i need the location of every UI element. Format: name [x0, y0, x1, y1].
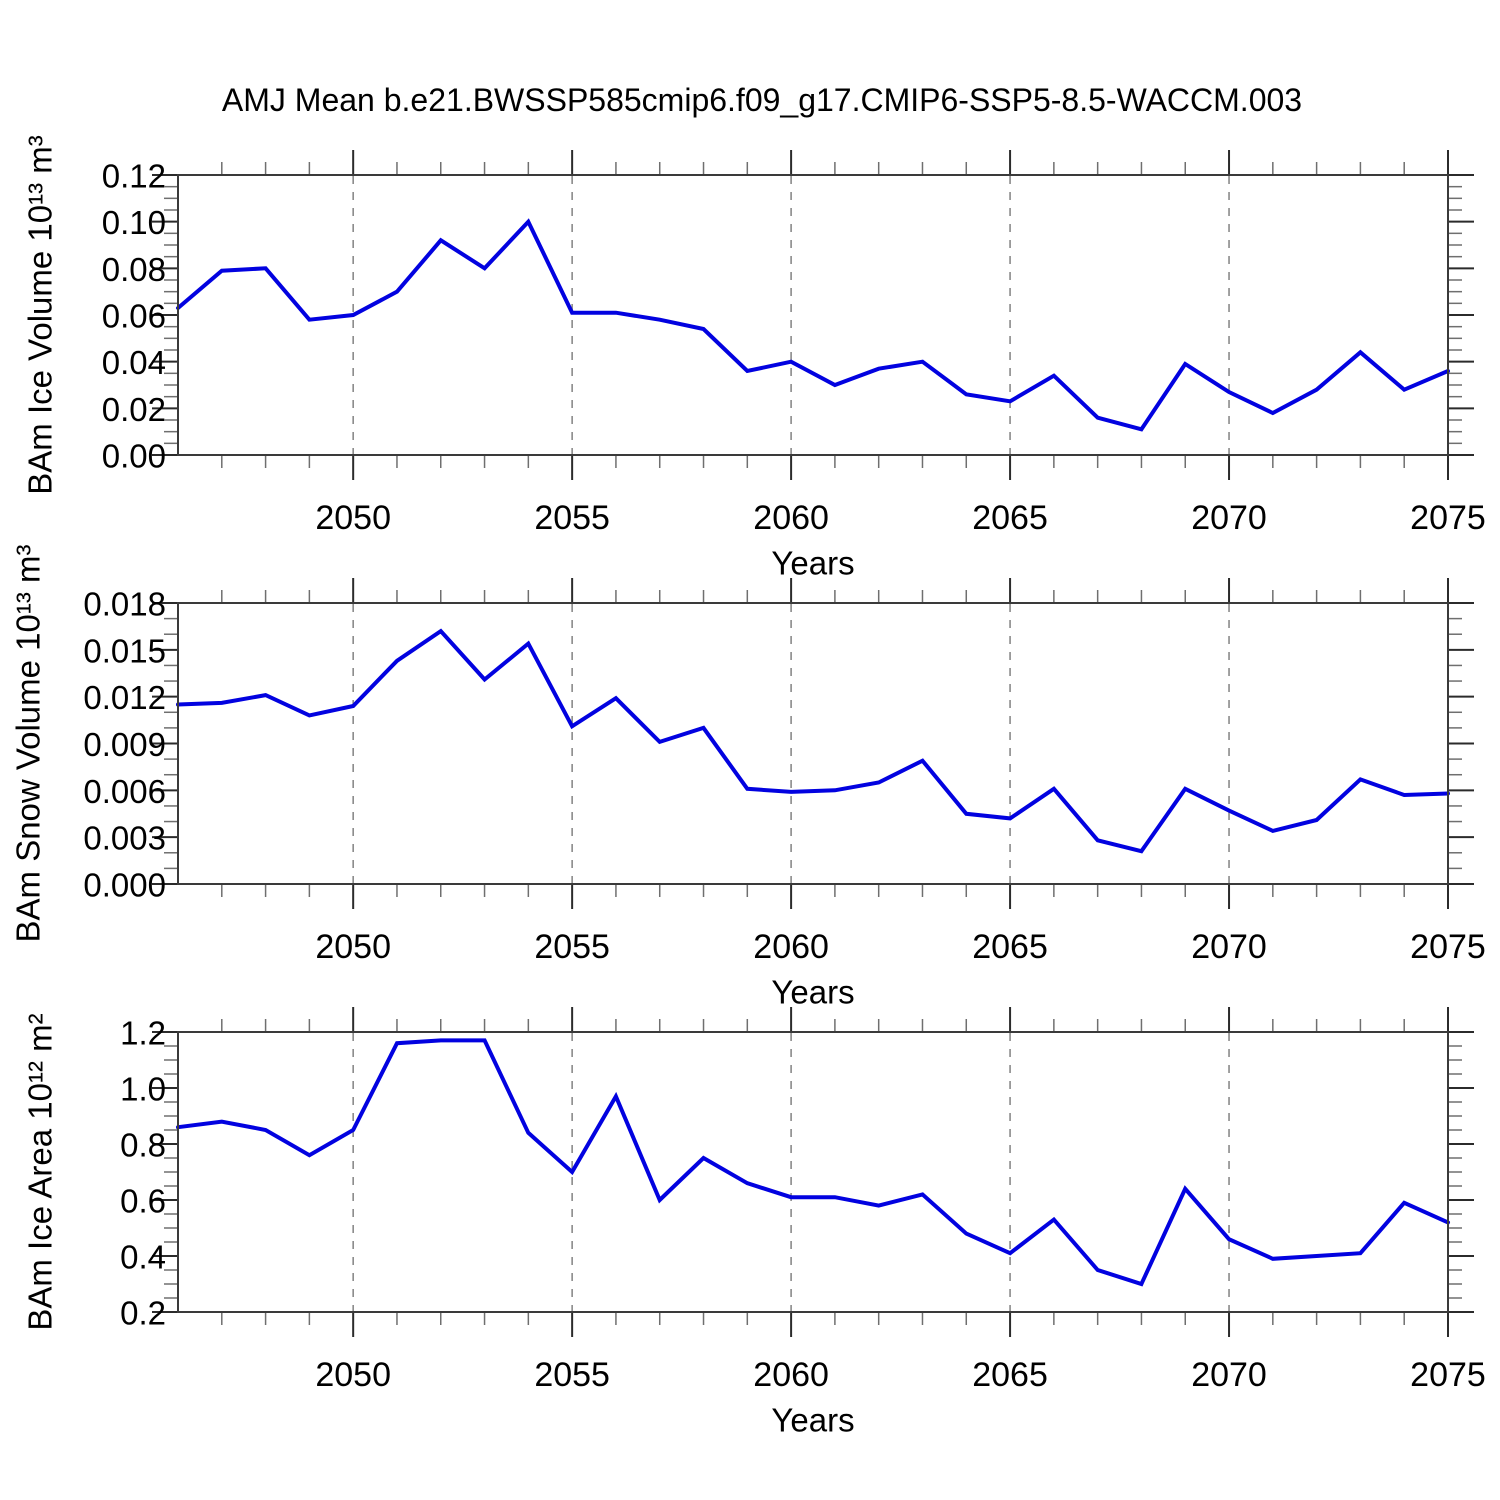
x-tick-label: 2060: [753, 1356, 829, 1394]
y-tick-label: 0.018: [83, 586, 166, 623]
chart-title: AMJ Mean b.e21.BWSSP585cmip6.f09_g17.CMI…: [221, 82, 1303, 118]
panel-1: 0.00 0.02 0.04 0.06 0.08 0.10 0.12 2050 2055 2060…: [22, 135, 1486, 581]
y-tick-label: 0.04: [102, 344, 166, 381]
y-tick-label: 0.2: [120, 1295, 166, 1332]
y-tick-label: 0.12: [102, 158, 166, 195]
y-tick-label: 0.08: [102, 251, 166, 288]
y-tick-label: 0.8: [120, 1127, 166, 1164]
x-axis-title: Years: [771, 1402, 854, 1439]
y-tick-label: 0.06: [102, 298, 166, 335]
x-tick-label: 2050: [315, 928, 391, 966]
plot-border: [177, 602, 1449, 885]
x-tick-label: 2055: [534, 499, 610, 537]
y-tick-label: 0.00: [102, 438, 166, 475]
y-tick-label: 0.10: [102, 204, 166, 241]
x-tick-label: 2055: [534, 1356, 610, 1394]
panel-3: 0.2 0.4 0.6 0.8 1.0 1.2 2050 2055 2060 2065 2070 20…: [22, 1007, 1486, 1439]
x-axis-title: Years: [771, 974, 854, 1011]
y-axis-title: BAm Snow Volume 10¹³ m³: [10, 545, 47, 943]
x-tick-label: 2070: [1191, 1356, 1267, 1394]
y-tick-label: 0.6: [120, 1183, 166, 1220]
y-tick-label: 0.4: [120, 1239, 166, 1276]
x-tick-label: 2075: [1410, 1356, 1486, 1394]
plot-border: [177, 1031, 1449, 1313]
x-tick-label: 2075: [1410, 928, 1486, 966]
x-tick-label: 2070: [1191, 928, 1267, 966]
y-tick-label: 0.009: [83, 726, 166, 763]
y-tick-label: 0.003: [83, 820, 166, 857]
y-tick-label: 0.006: [83, 773, 166, 810]
x-tick-label: 2060: [753, 499, 829, 537]
y-tick-label: 0.000: [83, 867, 166, 904]
y-axis-title: BAm Ice Volume 10¹³ m³: [22, 135, 59, 494]
plot-border: [177, 174, 1449, 456]
y-tick-label: 0.015: [83, 632, 166, 669]
data-line: [176, 628, 1450, 854]
x-tick-label: 2050: [315, 1356, 391, 1394]
y-tick-label: 1.0: [120, 1071, 166, 1108]
x-axis-title: Years: [771, 545, 854, 582]
x-tick-label: 2055: [534, 928, 610, 966]
panel-2: 0.000 0.003 0.006 0.009 0.012 0.015 0.018 2050 2…: [10, 545, 1486, 1011]
y-tick-label: 1.2: [120, 1015, 166, 1052]
data-line: [176, 218, 1450, 432]
y-tick-label: 0.02: [102, 391, 166, 428]
x-tick-label: 2060: [753, 928, 829, 966]
y-tick-label: 0.012: [83, 679, 166, 716]
data-line: [176, 1038, 1450, 1287]
x-tick-label: 2070: [1191, 499, 1267, 537]
x-tick-label: 2065: [972, 1356, 1048, 1394]
x-tick-label: 2065: [972, 499, 1048, 537]
x-tick-label: 2065: [972, 928, 1048, 966]
y-axis-title: BAm Ice Area 10¹² m²: [22, 1013, 59, 1330]
x-tick-label: 2075: [1410, 499, 1486, 537]
x-tick-label: 2050: [315, 499, 391, 537]
